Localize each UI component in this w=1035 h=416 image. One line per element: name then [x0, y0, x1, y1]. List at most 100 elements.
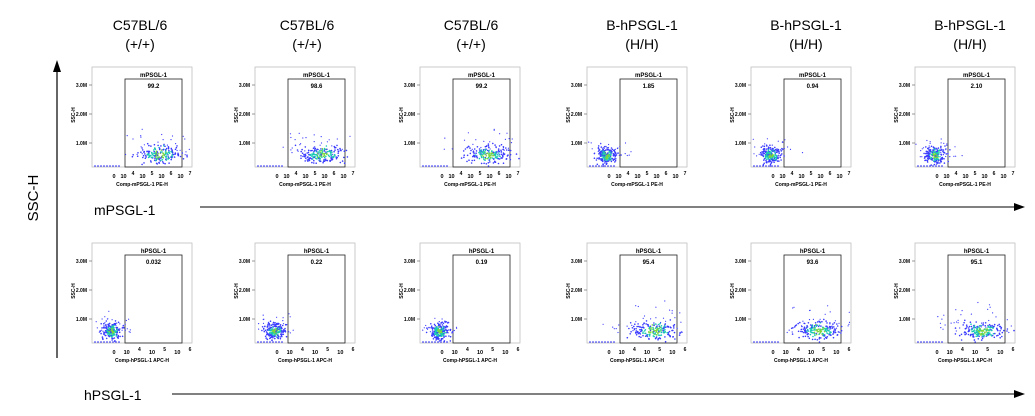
event-dot — [939, 160, 942, 162]
event-dot — [275, 336, 278, 338]
event-dot — [610, 147, 613, 149]
event-dot — [117, 334, 119, 337]
event-dot — [649, 329, 652, 332]
event-dot — [449, 335, 452, 338]
event-dot — [922, 147, 925, 149]
event-dot — [656, 324, 658, 326]
x-tick-label: 0 — [607, 350, 610, 356]
event-dot — [104, 322, 106, 324]
event-dot — [305, 137, 307, 139]
x-tick-label: 5 — [822, 347, 825, 353]
event-dot — [294, 144, 297, 147]
event-dot — [832, 333, 834, 335]
event-dot — [288, 313, 290, 315]
event-dot — [626, 336, 629, 339]
event-dot — [121, 329, 123, 331]
event-dot — [824, 313, 826, 315]
event-dot — [970, 328, 973, 331]
genotype-label: (H/H) — [953, 36, 987, 52]
event-dot — [799, 321, 801, 324]
x-tick-label: 0 — [935, 174, 938, 180]
x-tick-label: 6 — [1012, 347, 1015, 353]
gate-name: mPSGL-1 — [468, 73, 496, 79]
event-dot — [597, 150, 599, 153]
event-dot — [431, 331, 434, 333]
event-dot — [971, 333, 974, 336]
event-dot — [674, 338, 676, 340]
event-dot — [825, 320, 827, 322]
event-dot — [832, 330, 835, 333]
event-dot — [272, 321, 275, 324]
x-tick-label: 5 — [658, 347, 661, 353]
event-dot — [603, 150, 606, 152]
plot-frame — [91, 242, 193, 344]
event-dot — [150, 161, 152, 163]
event-dot — [935, 157, 938, 160]
event-dot — [830, 328, 832, 330]
event-dot — [631, 327, 634, 329]
event-dot — [650, 318, 652, 320]
event-dot — [425, 331, 428, 334]
event-dot — [758, 153, 760, 155]
event-dot — [155, 152, 158, 154]
column-header: C57BL/6 (+/+) — [80, 16, 200, 54]
event-dot — [288, 331, 290, 333]
event-dot — [925, 146, 927, 148]
event-dot — [282, 330, 284, 332]
x-tick-label: 0 — [771, 350, 774, 356]
event-dot — [631, 324, 633, 326]
event-dot — [995, 316, 997, 318]
x-tick-label: 10 — [962, 174, 968, 180]
event-dot — [441, 318, 443, 320]
event-dot — [162, 154, 165, 156]
event-dot — [928, 151, 930, 153]
event-dot — [157, 153, 159, 155]
event-dot — [641, 326, 643, 329]
event-dot — [664, 300, 666, 302]
event-dot — [763, 154, 765, 156]
event-dot — [174, 148, 177, 151]
event-dot — [648, 335, 651, 337]
x-tick-label: 10 — [943, 174, 949, 180]
event-dot — [943, 142, 945, 144]
event-dot — [448, 329, 450, 331]
event-dot — [492, 162, 495, 164]
event-dot — [116, 331, 118, 334]
event-dot — [679, 332, 681, 334]
event-dot — [118, 328, 120, 330]
event-dot — [349, 135, 351, 137]
event-dot — [495, 147, 497, 149]
event-dot — [826, 332, 828, 334]
event-dot — [429, 331, 431, 333]
event-dot — [492, 151, 494, 153]
event-dot — [940, 151, 942, 153]
event-dot — [805, 332, 807, 334]
event-dot — [518, 157, 520, 160]
event-dot — [146, 150, 148, 153]
y-tick-label: 3.0M — [404, 83, 415, 89]
event-dot — [103, 325, 105, 327]
event-dot — [486, 149, 489, 152]
event-dot — [603, 158, 606, 160]
event-dot — [140, 151, 142, 153]
event-dot — [112, 329, 115, 331]
event-dot — [926, 159, 929, 162]
x-tick-label: 4 — [301, 347, 304, 353]
event-dot — [660, 334, 663, 336]
event-dot — [607, 152, 609, 154]
event-dot — [282, 146, 284, 148]
event-dot — [984, 324, 986, 327]
event-dot — [943, 158, 945, 160]
event-dot — [444, 321, 446, 324]
y-axis-arrowhead — [53, 60, 61, 72]
event-dot — [771, 144, 773, 146]
event-dot — [495, 156, 497, 158]
event-dot — [803, 331, 805, 334]
event-dot — [336, 144, 338, 147]
event-dot — [109, 328, 112, 331]
event-dot — [110, 326, 112, 328]
event-dot — [781, 149, 783, 151]
event-dot — [186, 154, 188, 156]
event-dot — [313, 162, 315, 164]
